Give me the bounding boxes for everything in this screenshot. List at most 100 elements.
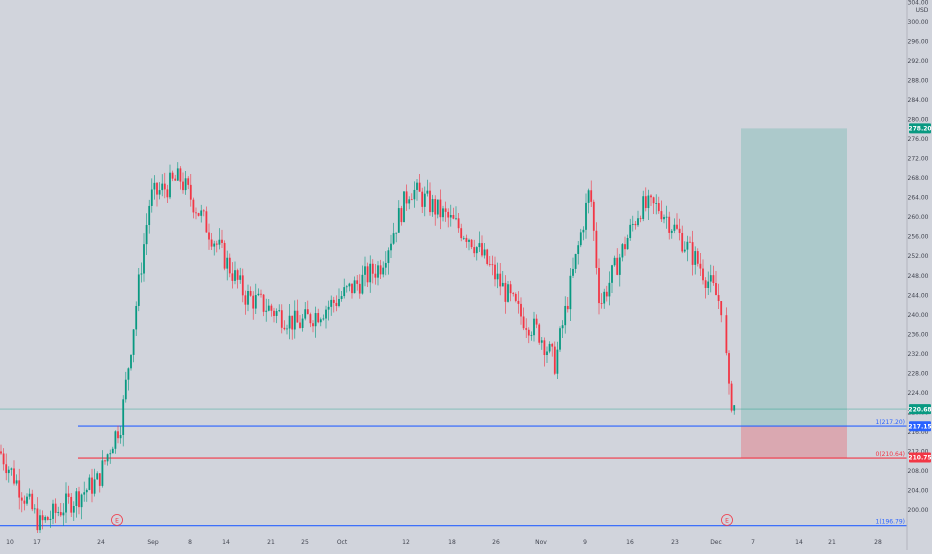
candle-body <box>70 496 73 513</box>
candle-body <box>348 283 351 287</box>
candle-body <box>267 305 270 311</box>
candle-body <box>244 295 247 305</box>
candle-body <box>78 491 80 508</box>
candle-body <box>449 214 452 218</box>
earnings-marker[interactable] <box>721 514 733 526</box>
candle-body <box>499 273 502 287</box>
candle-body <box>564 305 567 326</box>
candle-body <box>592 201 595 231</box>
candle-body <box>273 310 275 316</box>
candle-body <box>343 287 346 297</box>
candle-body <box>132 329 135 355</box>
candle-body <box>317 313 320 323</box>
candle-body <box>650 195 652 198</box>
candle-body <box>67 493 70 497</box>
candle-body <box>15 480 18 484</box>
candle-body <box>546 351 548 356</box>
candle-body <box>644 196 647 209</box>
candle-body <box>65 493 67 513</box>
candle-body <box>239 275 242 280</box>
candle-body <box>442 208 444 218</box>
candle-body <box>111 448 114 454</box>
candle-body <box>436 199 439 215</box>
y-tick-label: 212.00 <box>908 448 929 455</box>
candle-body <box>80 494 83 508</box>
candle-body <box>119 435 122 439</box>
candle-body <box>247 291 249 305</box>
candle-body <box>691 242 694 265</box>
y-tick-label: 300.00 <box>908 19 929 26</box>
candle-body <box>629 224 632 238</box>
candle-body <box>345 286 348 288</box>
candle-body <box>468 239 470 242</box>
candle-body <box>405 191 408 204</box>
candle-body <box>673 224 676 231</box>
x-tick-label: 21 <box>828 539 836 546</box>
candle-body <box>496 273 499 280</box>
candle-body <box>31 493 34 510</box>
price-tag <box>909 404 931 415</box>
candle-body <box>733 405 736 411</box>
candle-body <box>371 263 374 274</box>
candle-body <box>657 203 660 212</box>
candle-body <box>231 273 234 281</box>
candle-body <box>358 283 361 294</box>
candle-body <box>18 480 21 498</box>
y-tick-label: 268.00 <box>908 175 929 182</box>
price-tag-label: 210.75 <box>908 455 931 462</box>
candle-body <box>395 232 398 234</box>
candle-body <box>293 310 296 330</box>
x-tick-label: 21 <box>267 539 275 546</box>
candle-body <box>488 263 491 265</box>
candle-body <box>46 516 49 520</box>
candle-body <box>275 311 278 316</box>
price-tag <box>909 123 931 134</box>
y-tick-label: 292.00 <box>908 58 929 65</box>
candle-body <box>304 309 307 319</box>
y-tick-label: 228.00 <box>908 370 929 377</box>
candle-body <box>236 270 239 280</box>
x-tick-label: 25 <box>301 539 309 546</box>
candle-body <box>434 199 437 215</box>
candle-body <box>720 301 723 316</box>
x-tick-label: 9 <box>583 539 587 546</box>
candle-body <box>197 213 200 216</box>
candle-body <box>200 210 203 216</box>
candle-body <box>122 399 125 436</box>
candle-body <box>361 274 364 294</box>
candle-body <box>704 280 707 289</box>
candle-body <box>143 244 145 274</box>
candle-body <box>33 508 36 510</box>
candle-body <box>369 263 372 283</box>
candle-body <box>335 302 338 307</box>
y-tick-label: 204.00 <box>908 487 929 494</box>
candle-body <box>49 518 52 520</box>
candle-body <box>400 208 403 223</box>
x-tick-label: 14 <box>795 539 803 546</box>
candle-body <box>327 306 330 310</box>
candle-body <box>637 218 639 226</box>
x-tick-label: Oct <box>337 539 348 546</box>
candle-body <box>686 241 689 250</box>
candle-body <box>10 468 13 470</box>
candle-body <box>572 268 574 276</box>
candle-body <box>452 214 455 219</box>
candle-body <box>634 223 637 226</box>
candle-body <box>161 183 164 191</box>
candle-body <box>39 515 41 531</box>
candle-body <box>540 340 543 343</box>
candle-body <box>392 233 395 244</box>
candle-body <box>215 243 218 245</box>
candle-body <box>384 263 387 268</box>
candle-body <box>364 266 366 275</box>
candle-body <box>639 218 642 220</box>
candle-body <box>270 305 273 311</box>
candle-body <box>535 318 538 325</box>
earnings-marker[interactable] <box>111 514 123 526</box>
candle-body <box>223 242 226 269</box>
candle-body <box>683 249 686 252</box>
candle-body <box>340 296 343 299</box>
candle-body <box>569 275 572 310</box>
candle-body <box>353 280 356 294</box>
candle-body <box>366 266 369 283</box>
